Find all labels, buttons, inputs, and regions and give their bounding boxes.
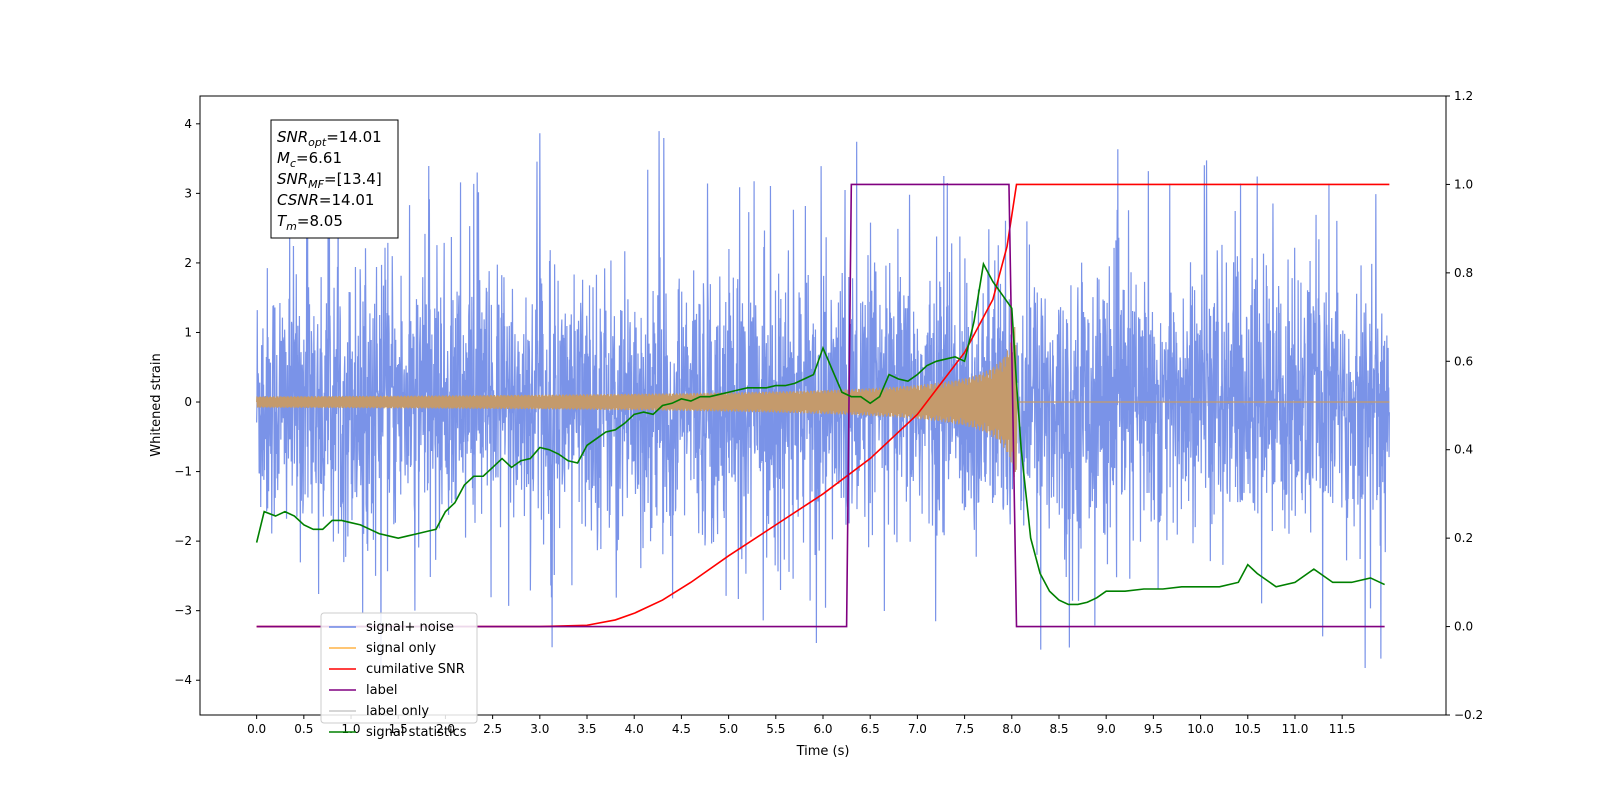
plot-area bbox=[255, 131, 1390, 671]
y-right-tick-label: 1.0 bbox=[1454, 177, 1473, 191]
signal-only-series bbox=[256, 326, 1390, 478]
legend-label: signal only bbox=[366, 641, 436, 656]
annotation-line: Mc=6.61 bbox=[277, 149, 342, 170]
legend-label: signal+ noise bbox=[366, 620, 454, 635]
x-tick-label: 0.0 bbox=[247, 722, 266, 736]
y-axis-label: Whitened strain bbox=[149, 353, 164, 456]
y-right-tick-label: 0.6 bbox=[1454, 354, 1473, 368]
x-tick-label: 3.0 bbox=[530, 722, 549, 736]
legend-label: signal statistics bbox=[366, 725, 467, 740]
cumulative-snr-line bbox=[256, 183, 1390, 628]
y-right-tick-label: −0.2 bbox=[1454, 708, 1483, 722]
annotation-box: SNRopt=14.01Mc=6.61SNRMF=[13.4]CSNR=14.0… bbox=[270, 119, 399, 239]
x-tick-label: 8.0 bbox=[1002, 722, 1021, 736]
y-left-tick-label: −4 bbox=[174, 673, 192, 687]
x-tick-label: 4.0 bbox=[625, 722, 644, 736]
annotation-line: SNRopt=14.01 bbox=[277, 128, 382, 149]
x-tick-label: 10.0 bbox=[1187, 722, 1214, 736]
y-left-tick-label: −1 bbox=[174, 465, 192, 479]
legend-frame bbox=[320, 612, 478, 724]
y-left-tick-label: 3 bbox=[184, 186, 192, 200]
y-right-tick-label: 0.4 bbox=[1454, 443, 1473, 457]
y-left-tick-label: 4 bbox=[184, 117, 192, 131]
x-tick-label: 2.5 bbox=[483, 722, 502, 736]
x-tick-label: 6.5 bbox=[861, 722, 880, 736]
label-line bbox=[256, 183, 1385, 628]
y-left-tick-label: 0 bbox=[184, 395, 192, 409]
legend: signal+ noise signal only cumilative SNR la… bbox=[320, 612, 478, 740]
x-tick-label: 11.5 bbox=[1329, 722, 1356, 736]
y-left-tick-label: −3 bbox=[174, 604, 192, 618]
y-right-tick-label: 1.2 bbox=[1454, 89, 1473, 103]
signal-noise-series bbox=[256, 131, 1390, 671]
x-tick-label: 10.5 bbox=[1234, 722, 1261, 736]
y-left-tick-label: −2 bbox=[174, 534, 192, 548]
x-tick-label: 5.5 bbox=[766, 722, 785, 736]
annotation-line: SNRMF=[13.4] bbox=[277, 170, 382, 191]
x-tick-label: 8.5 bbox=[1049, 722, 1068, 736]
right-axis-series bbox=[255, 183, 1390, 628]
x-tick-label: 5.0 bbox=[719, 722, 738, 736]
y-left-tick-label: 2 bbox=[184, 256, 192, 270]
annotation-frame bbox=[270, 119, 399, 239]
x-tick-label: 9.5 bbox=[1144, 722, 1163, 736]
x-tick-label: 11.0 bbox=[1282, 722, 1309, 736]
y-right-tick-label: 0.8 bbox=[1454, 266, 1473, 280]
x-tick-label: 1.5 bbox=[389, 722, 408, 736]
signal-only-line bbox=[256, 326, 1390, 478]
x-tick-label: 7.5 bbox=[955, 722, 974, 736]
signal-noise-line bbox=[256, 131, 1390, 671]
right-y-axis: 1.2 1.0 0.8 0.6 0.4 0.2 0.0 −0.2 bbox=[1446, 89, 1483, 722]
y-left-tick-label: 1 bbox=[184, 325, 192, 339]
y-right-tick-label: 0.0 bbox=[1454, 620, 1473, 634]
signal-statistics-line bbox=[255, 261, 1385, 606]
annotation-line: Tm=8.05 bbox=[277, 212, 343, 233]
x-tick-label: 6.0 bbox=[813, 722, 832, 736]
legend-label: cumilative SNR bbox=[366, 662, 465, 677]
x-axis-label: Time (s) bbox=[796, 744, 850, 759]
x-tick-label: 9.0 bbox=[1097, 722, 1116, 736]
annotation-line: CSNR=14.01 bbox=[277, 191, 374, 209]
x-tick-label: 1.0 bbox=[341, 722, 360, 736]
legend-label: label bbox=[366, 683, 397, 698]
x-tick-label: 7.0 bbox=[908, 722, 927, 736]
x-tick-label: 3.5 bbox=[577, 722, 596, 736]
x-tick-label: 0.5 bbox=[294, 722, 313, 736]
y-right-tick-label: 0.2 bbox=[1454, 531, 1473, 545]
x-tick-label: 2.0 bbox=[436, 722, 455, 736]
legend-label: label only bbox=[366, 704, 429, 719]
x-tick-label: 4.5 bbox=[672, 722, 691, 736]
left-y-axis: 4 3 2 1 0 −1 −2 −3 −4 bbox=[174, 117, 200, 687]
